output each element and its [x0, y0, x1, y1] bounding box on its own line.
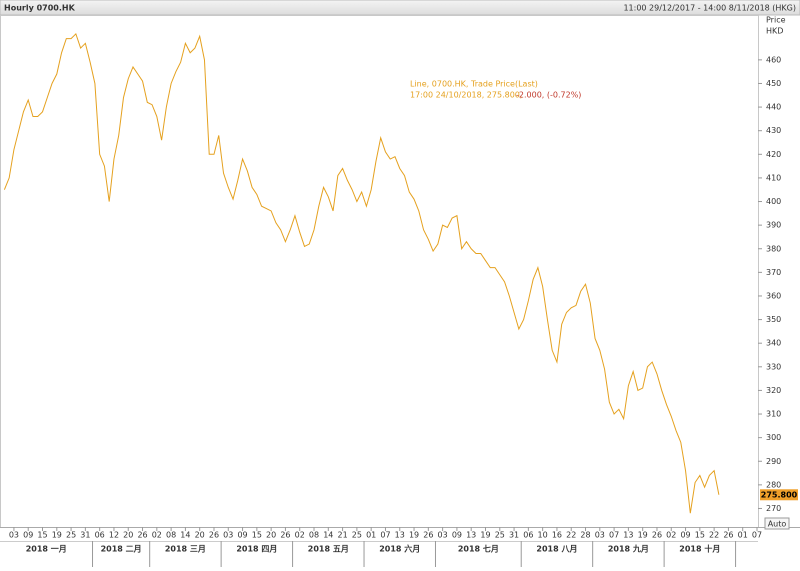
legend-change: -2.000, (-0.72%) — [516, 91, 581, 100]
y-tick-label: 320 — [766, 386, 781, 395]
x-tick-label: 02 — [666, 531, 676, 540]
month-label: 2018 七月 — [458, 544, 499, 554]
x-tick-label: 26 — [209, 531, 219, 540]
x-tick-label: 14 — [323, 531, 333, 540]
price-line — [3, 32, 720, 514]
x-tick-label: 14 — [180, 531, 190, 540]
x-tick-label: 25 — [352, 531, 362, 540]
month-label: 2018 五月 — [308, 545, 349, 554]
x-tick-label: 09 — [23, 531, 33, 540]
x-tick-label: 19 — [480, 531, 490, 540]
x-tick-label: 26 — [280, 531, 290, 540]
x-tick-label: 31 — [80, 531, 90, 540]
legend-line: Line, 0700.HK, Trade Price(Last) — [410, 80, 538, 89]
legend-value: 17:00 24/10/2018, 275.800, — [410, 91, 522, 100]
x-tick-label: 08 — [309, 531, 319, 540]
y-axis-unit: HKD — [766, 27, 783, 36]
y-tick-label: 430 — [766, 126, 781, 135]
x-tick-label: 03 — [595, 531, 605, 540]
y-tick-label: 280 — [766, 480, 781, 489]
x-tick-label: 19 — [638, 531, 648, 540]
x-tick-label: 09 — [680, 531, 690, 540]
y-tick-label: 420 — [766, 150, 781, 159]
x-tick-label: 02 — [295, 531, 305, 540]
y-tick-label: 390 — [766, 221, 781, 230]
x-tick-label: 07 — [380, 531, 390, 540]
x-tick-label: 31 — [509, 531, 519, 540]
plot-frame — [0, 15, 759, 528]
month-label: 2018 三月 — [165, 545, 206, 554]
x-tick-label: 25 — [66, 531, 76, 540]
x-tick-label: 19 — [52, 531, 62, 540]
y-tick-label: 460 — [766, 55, 781, 64]
x-tick-label: 01 — [738, 531, 748, 540]
x-tick-label: 26 — [423, 531, 433, 540]
y-tick-label: 270 — [766, 504, 781, 513]
x-tick-label: 26 — [652, 531, 662, 540]
x-tick-label: 22 — [566, 531, 576, 540]
x-tick-label: 13 — [395, 531, 405, 540]
x-tick-label: 03 — [438, 531, 448, 540]
x-tick-label: 25 — [495, 531, 505, 540]
x-tick-label: 13 — [466, 531, 476, 540]
x-tick-label: 26 — [723, 531, 733, 540]
x-tick-label: 03 — [9, 531, 19, 540]
x-tick-label: 20 — [266, 531, 276, 540]
x-tick-label: 13 — [623, 531, 633, 540]
time-range: 11:00 29/12/2017 - 14:00 8/11/2018 (HKG) — [623, 4, 796, 13]
month-label: 2018 十月 — [679, 544, 720, 554]
x-tick-label: 01 — [366, 531, 376, 540]
y-axis-label: Price — [766, 16, 786, 25]
y-tick-label: 350 — [766, 315, 781, 324]
month-label: 2018 六月 — [379, 544, 420, 554]
month-label: 2018 二月 — [101, 545, 142, 554]
auto-button[interactable] — [764, 517, 790, 530]
last-value-box — [760, 489, 798, 501]
y-tick-label: 360 — [766, 291, 781, 300]
y-tick-label: 380 — [766, 244, 781, 253]
x-tick-label: 15 — [37, 531, 47, 540]
y-tick-label: 300 — [766, 433, 781, 442]
y-tick-label: 440 — [766, 103, 781, 112]
x-tick-label: 15 — [695, 531, 705, 540]
x-tick-label: 10 — [538, 531, 548, 540]
x-tick-label: 03 — [223, 531, 233, 540]
x-tick-label: 07 — [609, 531, 619, 540]
x-tick-label: 22 — [709, 531, 719, 540]
x-tick-label: 15 — [252, 531, 262, 540]
x-tick-label: 06 — [523, 531, 533, 540]
x-tick-label: 21 — [337, 531, 347, 540]
last-value-label: 275.800 — [761, 490, 798, 499]
month-label: 2018 八月 — [536, 545, 577, 554]
y-tick-label: 400 — [766, 197, 781, 206]
auto-label[interactable]: Auto — [768, 520, 787, 529]
month-label: 2018 四月 — [236, 545, 277, 554]
y-tick-label: 370 — [766, 268, 781, 277]
y-tick-label: 330 — [766, 362, 781, 371]
x-tick-label: 20 — [195, 531, 205, 540]
x-tick-label: 09 — [452, 531, 462, 540]
x-tick-label: 09 — [237, 531, 247, 540]
x-tick-label: 12 — [109, 531, 119, 540]
month-label: 2018 一月 — [26, 545, 67, 554]
x-tick-label: 02 — [152, 531, 162, 540]
x-tick-label: 19 — [409, 531, 419, 540]
y-tick-label: 340 — [766, 339, 781, 348]
x-tick-label: 07 — [752, 531, 762, 540]
x-tick-label: 08 — [166, 531, 176, 540]
x-tick-label: 20 — [123, 531, 133, 540]
chart-title: Hourly 0700.HK — [4, 4, 76, 13]
x-tick-label: 16 — [552, 531, 562, 540]
x-tick-label: 26 — [137, 531, 147, 540]
y-tick-label: 290 — [766, 457, 781, 466]
x-tick-label: 28 — [580, 531, 590, 540]
y-tick-label: 450 — [766, 79, 781, 88]
y-tick-label: 310 — [766, 410, 781, 419]
x-tick-label: 06 — [95, 531, 105, 540]
month-label: 2018 九月 — [608, 544, 649, 554]
y-tick-label: 410 — [766, 173, 781, 182]
